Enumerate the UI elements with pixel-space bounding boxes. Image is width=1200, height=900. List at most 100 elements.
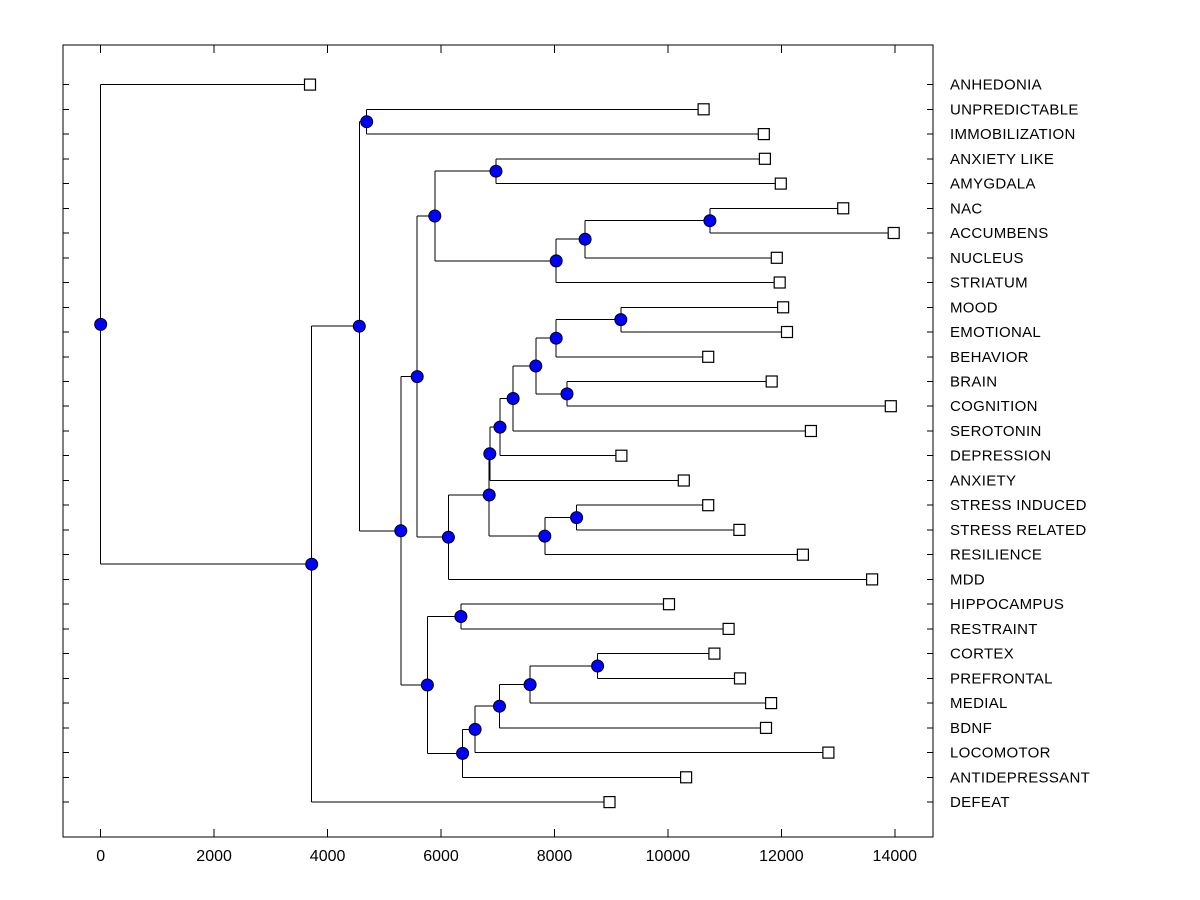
tree-node-marker bbox=[493, 699, 506, 713]
leaf-label: STRESS INDUCED bbox=[950, 497, 1087, 514]
leaf-tip-marker bbox=[796, 548, 810, 561]
leaf-tip-marker bbox=[780, 325, 794, 339]
tree-node-marker bbox=[489, 164, 503, 178]
tree-node-marker bbox=[529, 359, 543, 373]
leaf-tip-marker bbox=[759, 721, 773, 735]
tree-node-marker bbox=[591, 659, 605, 673]
leaf-label: MEDIAL bbox=[950, 695, 1008, 712]
leaf-tip-marker bbox=[758, 152, 772, 165]
leaf-label: BRAIN bbox=[950, 374, 997, 391]
leaf-tip-marker bbox=[702, 350, 715, 363]
leaf-label: CORTEX bbox=[950, 646, 1014, 663]
leaf-label: ANXIETY LIKE bbox=[950, 151, 1054, 168]
leaf-label: PREFRONTAL bbox=[950, 670, 1053, 687]
leaf-label: AMYGDALA bbox=[950, 176, 1036, 193]
leaf-tip-marker bbox=[697, 103, 710, 116]
x-tick-label: 14000 bbox=[873, 848, 918, 865]
x-tick-label: 0 bbox=[96, 848, 105, 865]
plot-frame bbox=[62, 44, 934, 838]
leaf-tip-marker bbox=[615, 449, 628, 462]
leaf-tip-marker bbox=[887, 226, 900, 240]
leaf-label: MOOD bbox=[950, 299, 998, 316]
tree-node-marker bbox=[305, 557, 319, 571]
leaf-label: NAC bbox=[950, 200, 983, 217]
tree-node-marker bbox=[410, 370, 424, 384]
leaf-tip-marker bbox=[708, 647, 721, 660]
leaf-tip-marker bbox=[804, 424, 818, 438]
x-tick-label: 2000 bbox=[196, 848, 232, 865]
leaf-label: STRIATUM bbox=[950, 275, 1028, 292]
tree-node-marker bbox=[441, 530, 455, 544]
leaf-tip-marker bbox=[662, 598, 676, 611]
tree-node-marker bbox=[468, 722, 482, 736]
leaf-label: STRESS RELATED bbox=[950, 522, 1086, 539]
leaf-label: HIPPOCAMPUS bbox=[950, 596, 1064, 613]
x-tick-label: 8000 bbox=[537, 848, 573, 865]
tree-node-marker bbox=[482, 488, 496, 502]
leaf-label: ANTIDEPRESSANT bbox=[950, 769, 1090, 786]
tree-node-marker bbox=[428, 209, 442, 223]
tree-node-marker bbox=[560, 387, 574, 401]
tree-node-marker bbox=[523, 678, 537, 692]
tree-node-marker bbox=[578, 232, 592, 246]
leaf-label: BDNF bbox=[950, 720, 992, 737]
leaf-tip-marker bbox=[884, 400, 897, 413]
leaf-tip-marker bbox=[774, 177, 787, 190]
leaf-tip-marker bbox=[722, 622, 735, 636]
tree-node-marker bbox=[549, 254, 563, 268]
leaf-label: ANXIETY bbox=[950, 473, 1016, 490]
leaf-tip-marker bbox=[822, 746, 835, 759]
tree-node-marker bbox=[94, 317, 108, 331]
leaf-tip-marker bbox=[677, 474, 690, 487]
leaf-label: BEHAVIOR bbox=[950, 349, 1029, 366]
leaf-label: RESTRAINT bbox=[950, 621, 1038, 638]
leaf-tip-marker bbox=[733, 523, 746, 537]
tree-node-marker bbox=[456, 746, 470, 760]
tree-node-marker bbox=[454, 610, 468, 623]
tree-node-marker bbox=[420, 678, 434, 692]
tree-node-marker bbox=[703, 214, 717, 228]
leaf-tip-marker bbox=[679, 771, 693, 784]
tree-node-marker bbox=[549, 331, 563, 345]
leaf-label: LOCOMOTOR bbox=[950, 745, 1051, 762]
leaf-label: SEROTONIN bbox=[950, 423, 1042, 440]
leaf-label: MDD bbox=[950, 571, 985, 588]
leaf-tip-marker bbox=[770, 251, 783, 264]
tree-node-marker bbox=[394, 524, 408, 538]
tree-node-marker bbox=[493, 420, 507, 434]
leaf-label: DEPRESSION bbox=[950, 448, 1051, 465]
tree-node-marker bbox=[506, 392, 520, 405]
tree-node-marker bbox=[614, 313, 628, 327]
leaf-tip-marker bbox=[764, 696, 778, 710]
tree-node-marker bbox=[570, 511, 584, 525]
leaf-tip-marker bbox=[303, 78, 317, 91]
tree-node-marker bbox=[538, 529, 552, 543]
leaf-label: UNPREDICTABLE bbox=[950, 101, 1079, 118]
leaf-tip-marker bbox=[765, 375, 778, 388]
leaf-tip-marker bbox=[702, 499, 715, 512]
leaf-tip-marker bbox=[773, 276, 786, 289]
leaf-tip-marker bbox=[603, 795, 616, 809]
tree-node-marker bbox=[483, 447, 497, 461]
x-tick-label: 10000 bbox=[646, 848, 691, 865]
leaf-tip-marker bbox=[733, 672, 747, 685]
leaf-tip-marker bbox=[776, 301, 790, 314]
leaf-label: ANHEDONIA bbox=[950, 77, 1042, 94]
tree-node-marker bbox=[360, 115, 374, 129]
leaf-tip-marker bbox=[757, 128, 770, 141]
leaf-label: COGNITION bbox=[950, 398, 1038, 415]
x-tick-label: 12000 bbox=[759, 848, 804, 865]
x-tick-label: 4000 bbox=[310, 848, 346, 865]
leaf-label: IMMOBILIZATION bbox=[950, 126, 1076, 143]
leaf-tip-marker bbox=[837, 202, 850, 215]
leaf-label: DEFEAT bbox=[950, 794, 1010, 811]
leaf-label: NUCLEUS bbox=[950, 250, 1024, 267]
leaf-label: RESILIENCE bbox=[950, 547, 1042, 564]
tree-node-marker bbox=[352, 319, 366, 333]
leaf-label: EMOTIONAL bbox=[950, 324, 1041, 341]
leaf-tip-marker bbox=[865, 573, 879, 586]
leaf-label: ACCUMBENS bbox=[950, 225, 1049, 242]
x-tick-label: 6000 bbox=[423, 848, 459, 865]
